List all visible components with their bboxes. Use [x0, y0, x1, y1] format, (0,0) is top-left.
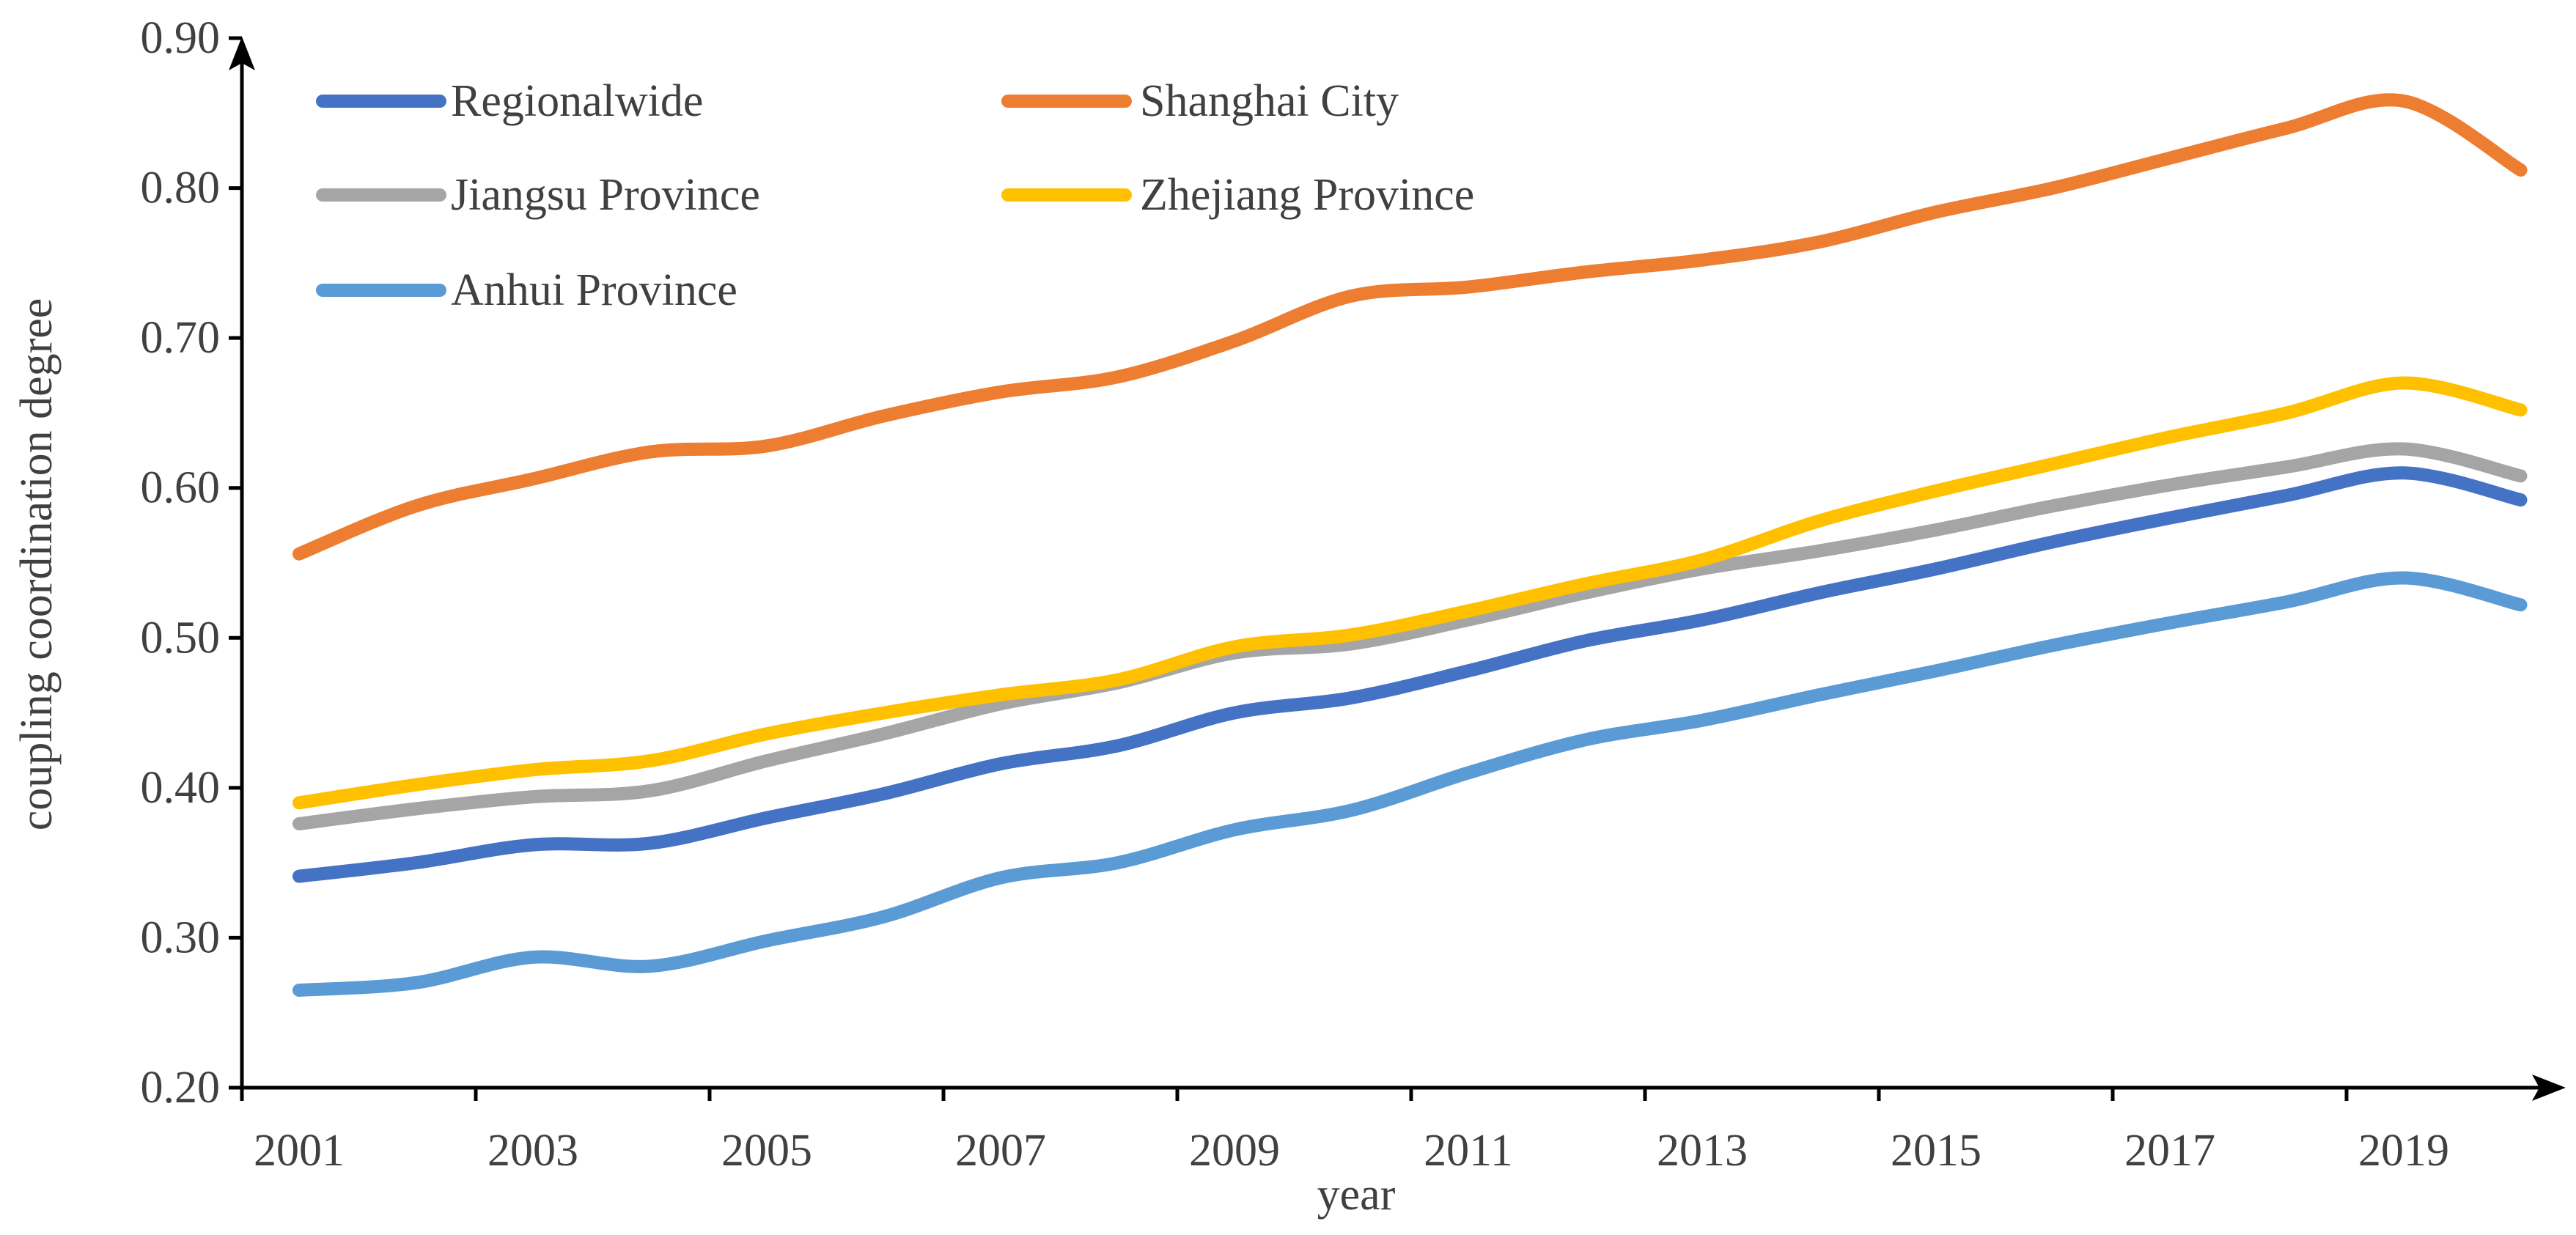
- series-line-regionalwide: [292, 466, 2528, 883]
- y-tick-label: 0.20: [141, 1063, 221, 1113]
- x-tick-label: 2007: [955, 1126, 1046, 1176]
- x-tick-label: 2011: [1424, 1126, 1513, 1176]
- y-tick-label: 0.30: [141, 913, 221, 962]
- legend-label: Zhejiang Province: [1140, 170, 1474, 220]
- y-tick-label: 0.90: [141, 13, 221, 63]
- legend-label: Shanghai City: [1140, 76, 1399, 126]
- legend-label: Jiangsu Province: [451, 170, 760, 220]
- legend-item-jiangsu-province: Jiangsu Province: [316, 170, 760, 220]
- x-tick-label: 2019: [2358, 1126, 2449, 1176]
- x-tick-label: 2017: [2124, 1126, 2215, 1176]
- y-tick-label: 0.50: [141, 613, 221, 663]
- y-axis-arrowhead: [229, 37, 255, 70]
- legend-item-anhui-province: Anhui Province: [316, 265, 737, 315]
- legend-item-regionalwide: Regionalwide: [316, 76, 703, 126]
- legend-item-zhejiang-province: Zhejiang Province: [1001, 170, 1474, 220]
- legend-item-shanghai-city: Shanghai City: [1001, 76, 1399, 126]
- y-tick-label: 0.60: [141, 463, 221, 513]
- x-axis-arrowhead: [2532, 1074, 2566, 1101]
- series-line-jiangsu-province: [292, 442, 2528, 830]
- x-tick-label: 2015: [1891, 1126, 1981, 1176]
- y-tick-label: 0.80: [141, 163, 221, 213]
- y-tick-label: 0.70: [141, 313, 221, 363]
- series-layer: [292, 93, 2528, 998]
- x-tick-label: 2003: [487, 1126, 578, 1176]
- series-line-anhui-province: [292, 571, 2528, 998]
- x-axis-ticks: 2001 2003 2005 2007 2009 2011 2013 2015 2017 2019: [240, 1088, 2449, 1176]
- x-tick-label: 2001: [254, 1126, 345, 1176]
- legend-label: Regionalwide: [451, 76, 703, 126]
- y-axis-title: coupling coordination degree: [12, 298, 62, 831]
- legend-label: Anhui Province: [451, 265, 737, 315]
- y-axis-ticks: 0.20 0.30 0.40 0.50 0.60 0.70 0.80 0.90: [141, 13, 242, 1113]
- series-line-zhejiang-province: [292, 376, 2528, 810]
- x-axis-title: year: [1317, 1170, 1396, 1220]
- legend: Regionalwide Shanghai City Jiangsu Provi…: [316, 76, 1474, 315]
- x-tick-label: 2013: [1657, 1126, 1748, 1176]
- x-tick-label: 2009: [1189, 1126, 1280, 1176]
- x-tick-label: 2005: [721, 1126, 812, 1176]
- y-tick-label: 0.40: [141, 763, 221, 813]
- series-line-shanghai-city: [292, 93, 2528, 561]
